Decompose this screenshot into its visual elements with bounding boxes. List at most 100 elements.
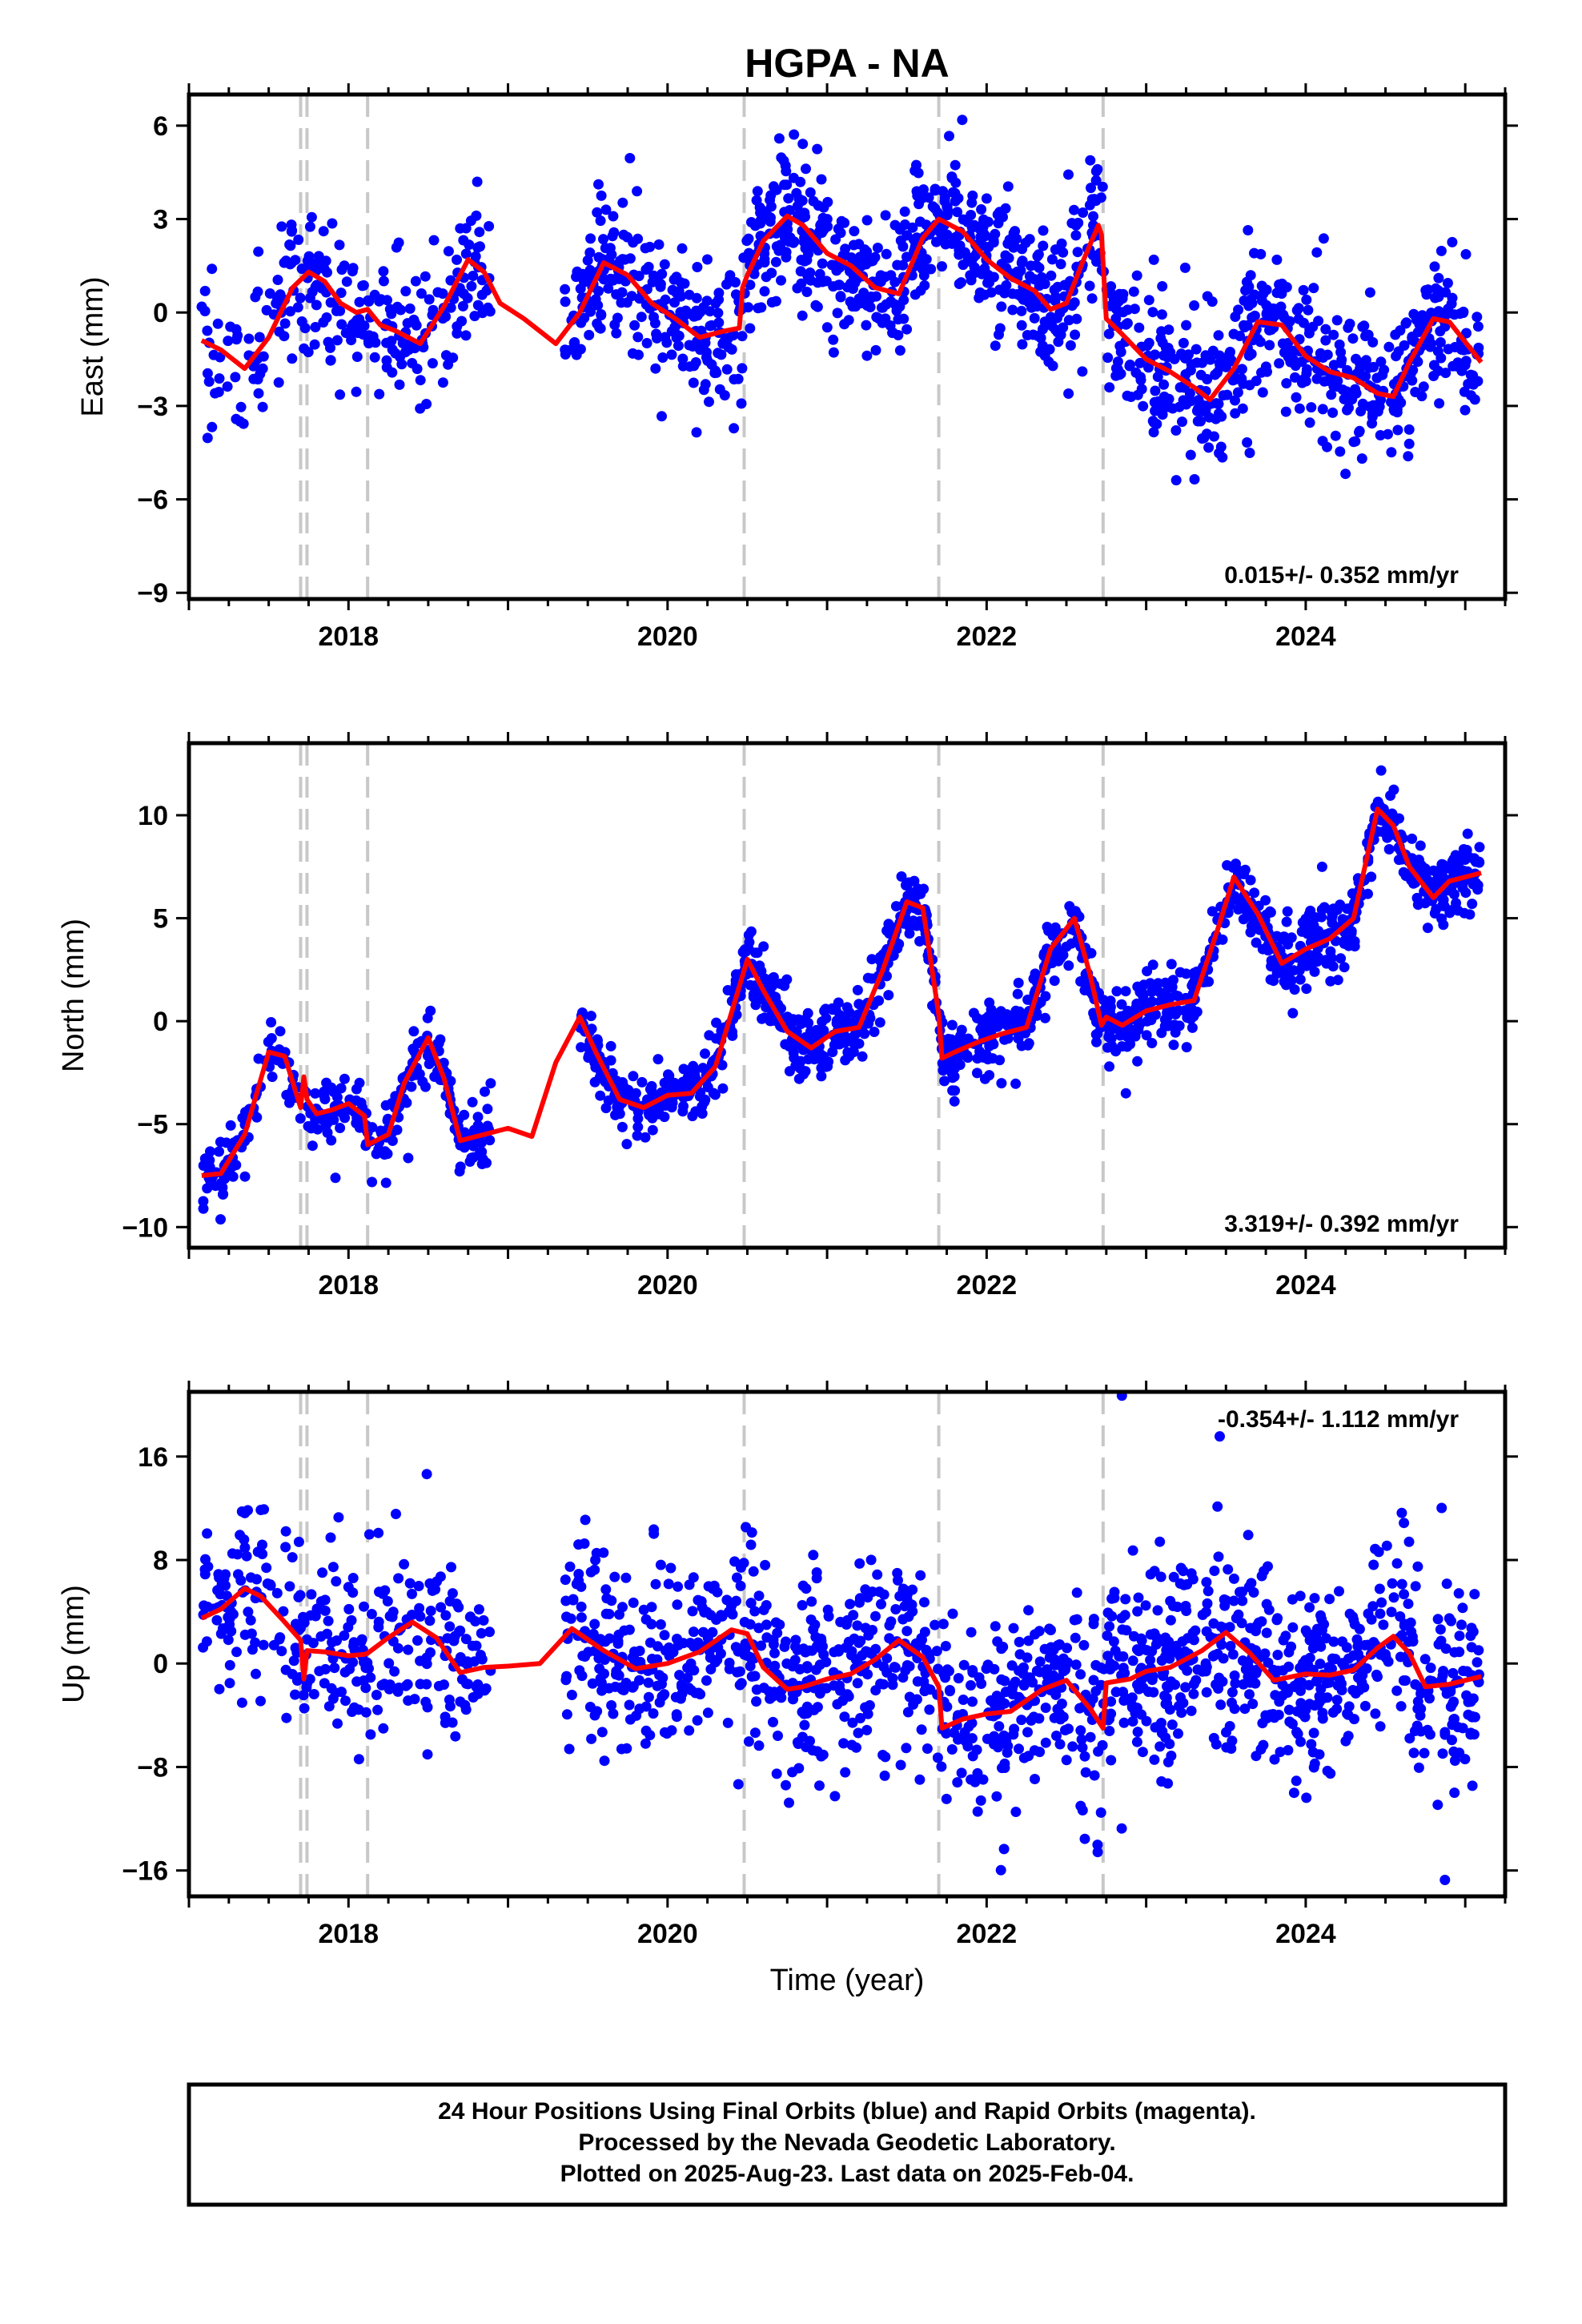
data-point: [1227, 1697, 1237, 1708]
data-point: [600, 1584, 612, 1595]
data-point: [1233, 1609, 1244, 1620]
data-point: [753, 1622, 765, 1634]
data-point: [773, 133, 785, 144]
data-point: [416, 288, 427, 299]
data-point: [459, 1109, 470, 1120]
data-point: [1403, 424, 1415, 435]
data-point: [408, 1026, 420, 1037]
data-point: [937, 1058, 948, 1069]
data-point: [1283, 338, 1294, 348]
data-point: [659, 259, 670, 270]
data-point: [1319, 376, 1330, 387]
data-point: [279, 331, 290, 342]
data-point: [427, 1585, 438, 1596]
data-point: [1223, 352, 1235, 363]
data-point: [648, 1708, 659, 1719]
data-point: [604, 1633, 615, 1644]
data-point: [736, 1678, 747, 1689]
data-point: [1309, 966, 1320, 977]
data-point: [347, 266, 358, 277]
data-point: [1070, 1632, 1081, 1643]
data-point: [1334, 1674, 1345, 1685]
data-point: [396, 359, 408, 370]
data-point: [1050, 1659, 1060, 1671]
data-point: [749, 1671, 761, 1682]
data-point: [1134, 357, 1146, 368]
data-point: [1449, 1755, 1460, 1766]
data-point: [472, 1112, 484, 1123]
data-point: [1435, 1635, 1447, 1647]
data-point: [941, 1793, 952, 1804]
data-point: [1467, 1780, 1478, 1791]
data-point: [1175, 1562, 1186, 1574]
data-point: [1306, 1739, 1317, 1750]
data-point: [1091, 1036, 1102, 1047]
data-point: [1155, 1571, 1166, 1582]
data-point: [320, 255, 331, 267]
data-point: [914, 1774, 926, 1785]
data-point: [351, 1112, 363, 1124]
data-point: [1090, 175, 1102, 186]
data-point: [845, 278, 857, 289]
data-point: [1227, 1687, 1238, 1698]
data-point: [1189, 300, 1200, 311]
data-point: [1456, 344, 1467, 354]
data-point: [1368, 361, 1379, 372]
data-point: [984, 1040, 995, 1051]
data-point: [1308, 1727, 1319, 1739]
data-point: [1309, 1593, 1320, 1604]
data-point: [1313, 952, 1323, 963]
data-point: [753, 1590, 765, 1602]
data-point: [1301, 983, 1312, 995]
data-point: [998, 1844, 1010, 1855]
data-point: [789, 1655, 801, 1666]
data-point: [1251, 376, 1262, 387]
data-point: [1010, 1078, 1022, 1089]
data-point: [215, 1177, 227, 1188]
data-point: [1415, 1703, 1427, 1715]
data-point: [617, 254, 628, 265]
data-point: [1092, 1847, 1103, 1858]
data-point: [693, 1637, 704, 1648]
data-point: [592, 207, 603, 218]
data-point: [745, 1661, 756, 1671]
data-point: [1410, 1679, 1421, 1690]
data-point: [1165, 1595, 1176, 1606]
data-point: [672, 1599, 683, 1610]
data-point: [1377, 826, 1388, 838]
data-point: [743, 233, 754, 244]
data-point: [295, 1113, 306, 1124]
data-point: [743, 930, 754, 941]
data-point: [1320, 324, 1331, 335]
data-point: [332, 1718, 343, 1729]
data-point: [797, 1600, 808, 1610]
data-point: [990, 228, 1001, 239]
data-point: [944, 1666, 954, 1677]
data-point: [1209, 431, 1219, 442]
data-point: [1422, 923, 1433, 934]
data-point: [1127, 1655, 1138, 1667]
data-point: [432, 1576, 442, 1587]
data-point: [1153, 399, 1164, 410]
data-point: [1036, 271, 1047, 283]
data-point: [1147, 307, 1158, 318]
data-point: [603, 1095, 614, 1106]
data-point: [1238, 1679, 1249, 1690]
data-point: [1257, 1718, 1268, 1729]
data-point: [1217, 934, 1228, 945]
data-point: [295, 1622, 306, 1634]
data-point: [1472, 376, 1484, 387]
data-point: [851, 1012, 862, 1023]
data-point: [957, 115, 968, 126]
data-point: [287, 353, 298, 364]
data-point: [785, 1013, 796, 1024]
data-point: [856, 260, 867, 271]
data-point: [454, 1166, 465, 1177]
data-point: [1067, 1741, 1078, 1752]
data-point: [700, 379, 711, 390]
data-point: [861, 1724, 873, 1735]
data-point: [1088, 1675, 1099, 1686]
data-point: [265, 1580, 276, 1591]
data-point: [1140, 1600, 1151, 1611]
data-point: [751, 1684, 762, 1695]
